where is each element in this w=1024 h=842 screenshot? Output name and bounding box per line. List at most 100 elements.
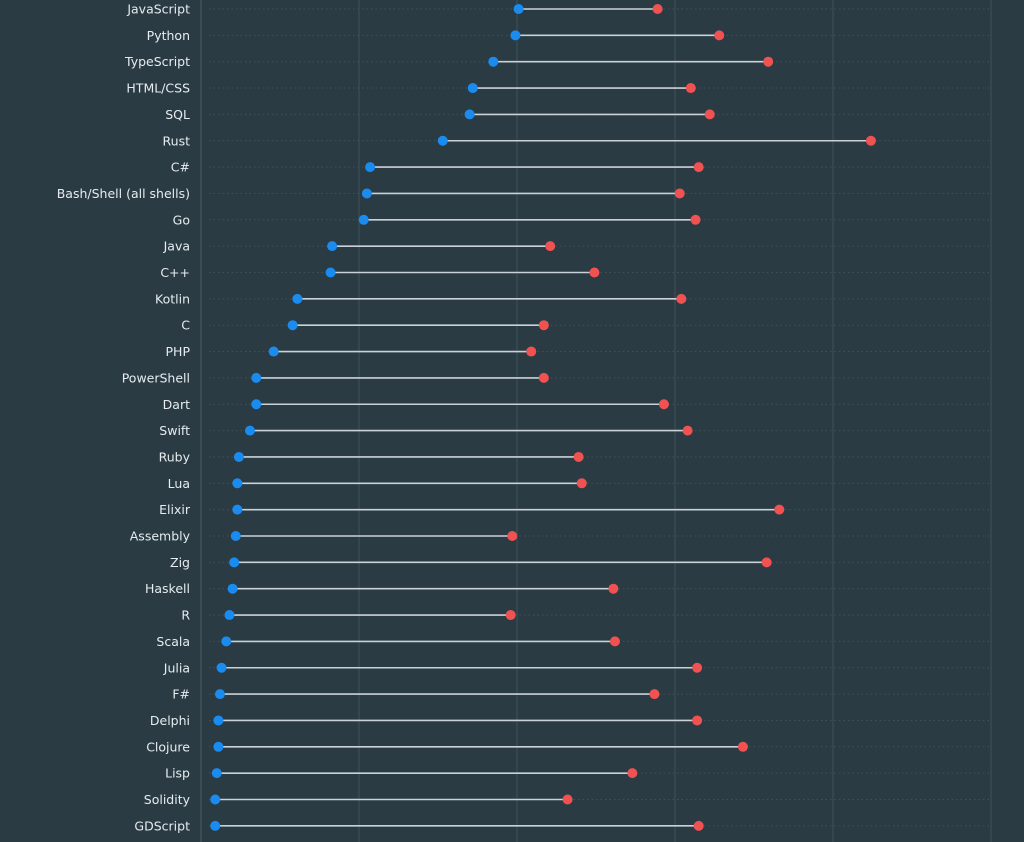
category-label: C (181, 318, 190, 333)
end-point (714, 30, 725, 41)
category-label: Dart (163, 397, 190, 412)
start-point (224, 610, 235, 621)
start-point (292, 293, 303, 304)
end-point (538, 372, 549, 383)
category-label: F# (172, 687, 190, 702)
end-point (507, 531, 518, 541)
end-point (693, 162, 704, 173)
end-point (658, 399, 669, 410)
category-label: Rust (163, 133, 191, 148)
category-label: Java (163, 239, 190, 254)
category-label: Solidity (144, 792, 191, 807)
category-label: Elixir (159, 502, 191, 517)
category-label: PHP (166, 344, 191, 359)
category-label: Bash/Shell (all shells) (57, 186, 190, 201)
end-point (865, 135, 876, 146)
category-label: C++ (160, 265, 190, 280)
end-point (576, 478, 587, 489)
end-point (704, 109, 715, 120)
end-point (562, 794, 573, 805)
start-point (211, 768, 222, 779)
connectors (215, 8, 871, 827)
category-label: PowerShell (122, 370, 190, 385)
end-point (627, 768, 638, 779)
end-point (545, 241, 556, 252)
start-point (232, 478, 243, 489)
start-point (251, 372, 262, 383)
end-point (692, 715, 703, 726)
end-point (505, 610, 516, 621)
end-point (774, 504, 785, 515)
category-label: C# (171, 160, 190, 175)
start-point (229, 557, 240, 568)
start-point (513, 4, 524, 14)
start-point (216, 662, 227, 673)
start-point (510, 30, 521, 41)
end-point (609, 636, 620, 647)
category-label: JavaScript (126, 2, 190, 17)
category-label: Swift (159, 423, 190, 438)
start-point (287, 320, 298, 331)
start-point (210, 794, 221, 805)
end-point (737, 741, 748, 752)
end-point (676, 293, 687, 304)
start-point (251, 399, 262, 410)
end-point (652, 4, 663, 14)
category-label: Zig (170, 555, 190, 570)
end-point (693, 820, 704, 831)
category-label: R (181, 608, 190, 623)
end-point (690, 214, 701, 225)
end-point (526, 346, 537, 357)
start-point (232, 504, 243, 515)
start-point (437, 135, 448, 146)
end-point (682, 425, 693, 436)
end-point (538, 320, 549, 331)
start-point (488, 56, 499, 67)
end-point (685, 83, 696, 94)
category-label: Julia (163, 660, 190, 675)
start-point (214, 689, 225, 700)
start-point (358, 214, 369, 225)
category-label: Go (173, 212, 190, 227)
start-point (221, 636, 232, 647)
end-point (573, 451, 584, 462)
start-point (325, 267, 336, 278)
category-label: Lisp (165, 766, 190, 781)
end-point (649, 689, 660, 700)
category-label: Clojure (146, 739, 190, 754)
end-point (674, 188, 685, 199)
category-label: HTML/CSS (126, 81, 190, 96)
start-point (233, 451, 244, 462)
start-point (464, 109, 475, 120)
category-label: Haskell (145, 581, 190, 596)
start-point (213, 741, 224, 752)
start-point (213, 715, 224, 726)
end-point (761, 557, 772, 568)
start-point (467, 83, 478, 94)
category-label: Assembly (130, 529, 191, 544)
category-label: Scala (156, 634, 190, 649)
category-labels: JavaScript Python TypeScript HTML/CSS SQL Rus… (57, 2, 191, 834)
end-point (589, 267, 600, 278)
start-point (327, 241, 338, 252)
category-label: Kotlin (155, 291, 190, 306)
points (210, 4, 876, 831)
category-label: Python (147, 28, 190, 43)
start-point (244, 425, 255, 436)
start-point (365, 162, 376, 173)
end-point (692, 662, 703, 673)
start-point (227, 583, 238, 594)
start-point (361, 188, 372, 199)
start-point (210, 820, 221, 831)
end-point (608, 583, 619, 594)
category-label: SQL (165, 107, 190, 122)
category-label: Ruby (159, 449, 191, 464)
start-point (230, 531, 241, 541)
end-point (763, 56, 774, 67)
category-label: Lua (168, 476, 190, 491)
category-label: Delphi (150, 713, 190, 728)
start-point (268, 346, 279, 357)
category-label: GDScript (134, 818, 190, 833)
category-label: TypeScript (124, 54, 190, 69)
